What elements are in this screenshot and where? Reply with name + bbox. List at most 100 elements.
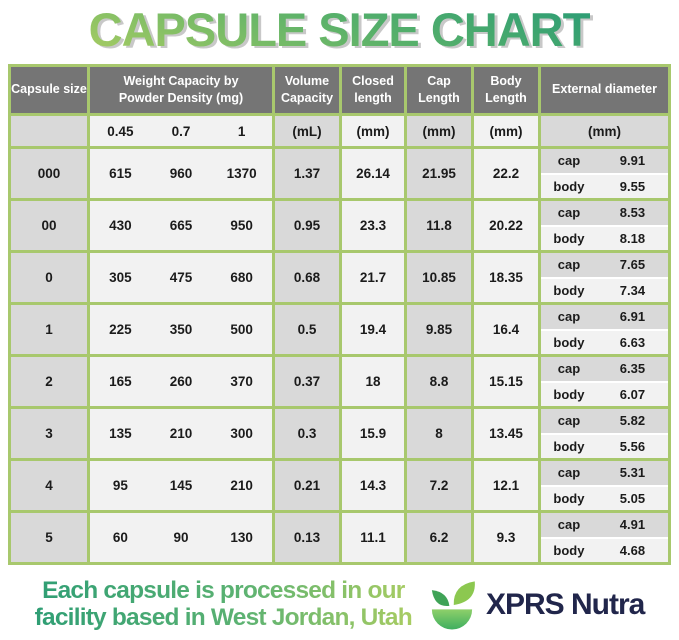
external-cap-label: cap — [557, 361, 581, 377]
external-body-value: 6.07 — [619, 386, 646, 402]
weight-capacity-cell: 165 260 370 — [90, 357, 272, 406]
external-body-row: body 6.07 — [541, 382, 668, 406]
external-cap-row: cap 9.91 — [541, 149, 668, 175]
weight-045-value: 615 — [109, 166, 132, 181]
weight-045-value: 430 — [109, 218, 132, 233]
external-diameter-cell: cap 5.31 body 5.05 — [541, 461, 668, 510]
facility-note: Each capsule is processed in our facilit… — [35, 578, 412, 632]
external-cap-row: cap 5.82 — [541, 409, 668, 435]
header-body-length: Body Length — [474, 67, 538, 113]
external-cap-value: 7.65 — [619, 257, 646, 273]
weight-07-value: 145 — [169, 478, 193, 493]
external-cap-value: 6.91 — [619, 309, 646, 325]
weight-capacity-cell: 95 145 210 — [90, 461, 272, 510]
weight-capacity-cell: 615 960 1370 — [90, 149, 272, 198]
volume-capacity-cell: 0.3 — [275, 409, 339, 458]
weight-07-value: 960 — [169, 166, 193, 181]
body-length-cell: 18.35 — [474, 253, 538, 302]
external-diameter-cell: cap 6.91 body 6.63 — [541, 305, 668, 354]
external-cap-row: cap 6.35 — [541, 357, 668, 383]
unit-external: (mm) — [541, 116, 668, 146]
footer: Each capsule is processed in our facilit… — [0, 577, 679, 633]
external-cap-row: cap 8.53 — [541, 201, 668, 227]
body-length-cell: 12.1 — [474, 461, 538, 510]
capsule-size-cell: 5 — [11, 513, 87, 562]
cap-length-cell: 11.8 — [407, 201, 471, 250]
cap-length-cell: 8.8 — [407, 357, 471, 406]
closed-length-cell: 18 — [342, 357, 404, 406]
weight-045-value: 305 — [109, 270, 132, 285]
header-capsule-size: Capsule size — [11, 67, 87, 113]
unit-cap: (mm) — [407, 116, 471, 146]
external-cap-value: 5.31 — [619, 465, 646, 481]
header-cap-length: Cap Length — [407, 67, 471, 113]
external-body-row: body 5.56 — [541, 434, 668, 458]
weight-capacity-cell: 135 210 300 — [90, 409, 272, 458]
body-length-cell: 16.4 — [474, 305, 538, 354]
volume-capacity-cell: 0.13 — [275, 513, 339, 562]
closed-length-cell: 14.3 — [342, 461, 404, 510]
external-body-label: body — [553, 178, 585, 194]
unit-volume: (mL) — [275, 116, 339, 146]
header-closed-label: Closed length — [352, 73, 394, 106]
external-body-value: 7.34 — [619, 282, 646, 298]
external-body-label: body — [553, 386, 585, 402]
capsule-size-cell: 4 — [11, 461, 87, 510]
body-length-cell: 20.22 — [474, 201, 538, 250]
body-length-cell: 22.2 — [474, 149, 538, 198]
unit-density-07: 0.7 — [171, 123, 191, 139]
external-cap-row: cap 4.91 — [541, 513, 668, 539]
weight-1-value: 370 — [230, 374, 253, 389]
body-length-cell: 13.45 — [474, 409, 538, 458]
header-weight-line2: Powder Density (mg) — [118, 91, 244, 105]
weight-capacity-cell: 60 90 130 — [90, 513, 272, 562]
title-wrap: CAPSULE SIZE CHART — [0, 0, 679, 62]
external-diameter-cell: cap 4.91 body 4.68 — [541, 513, 668, 562]
page-title: CAPSULE SIZE CHART — [88, 3, 592, 56]
weight-07-value: 350 — [169, 322, 193, 337]
mortar-leaves-icon — [431, 581, 475, 630]
external-body-value: 5.56 — [619, 438, 646, 454]
unit-density-045: 0.45 — [107, 123, 134, 139]
closed-length-cell: 19.4 — [342, 305, 404, 354]
volume-capacity-cell: 0.68 — [275, 253, 339, 302]
capsule-size-cell: 3 — [11, 409, 87, 458]
body-length-cell: 9.3 — [474, 513, 538, 562]
external-body-row: body 9.55 — [541, 174, 668, 198]
external-body-value: 4.68 — [619, 542, 646, 558]
header-capsule-size-label: Capsule size — [11, 82, 87, 97]
external-cap-label: cap — [557, 257, 581, 273]
external-cap-value: 5.82 — [619, 413, 646, 429]
weight-1-value: 680 — [230, 270, 253, 285]
volume-capacity-cell: 0.95 — [275, 201, 339, 250]
closed-length-cell: 21.7 — [342, 253, 404, 302]
capsule-size-cell: 1 — [11, 305, 87, 354]
header-weight-line1: Weight Capacity by — [123, 73, 239, 88]
weight-07-value: 210 — [169, 426, 193, 441]
capsule-size-table: Capsule size Weight Capacity by Powder D… — [8, 64, 671, 565]
cap-length-cell: 10.85 — [407, 253, 471, 302]
unit-body: (mm) — [474, 116, 538, 146]
cap-length-cell: 8 — [407, 409, 471, 458]
cap-length-cell: 21.95 — [407, 149, 471, 198]
body-length-cell: 15.15 — [474, 357, 538, 406]
cap-length-cell: 7.2 — [407, 461, 471, 510]
external-diameter-cell: cap 6.35 body 6.07 — [541, 357, 668, 406]
external-diameter-cell: cap 7.65 body 7.34 — [541, 253, 668, 302]
external-cap-value: 9.91 — [619, 153, 646, 169]
facility-note-line1: Each capsule is processed in our — [42, 577, 405, 605]
header-closed-length: Closed length — [342, 67, 404, 113]
external-cap-label: cap — [557, 205, 581, 221]
external-cap-value: 4.91 — [619, 517, 646, 533]
weight-045-value: 225 — [109, 322, 132, 337]
header-external-diameter: External diameter — [541, 67, 668, 113]
volume-capacity-cell: 0.37 — [275, 357, 339, 406]
volume-capacity-cell: 1.37 — [275, 149, 339, 198]
external-body-label: body — [553, 438, 585, 454]
unit-capsule-size — [11, 116, 87, 146]
weight-1-value: 300 — [230, 426, 253, 441]
closed-length-cell: 23.3 — [342, 201, 404, 250]
external-cap-row: cap 7.65 — [541, 253, 668, 279]
external-diameter-cell: cap 8.53 body 8.18 — [541, 201, 668, 250]
